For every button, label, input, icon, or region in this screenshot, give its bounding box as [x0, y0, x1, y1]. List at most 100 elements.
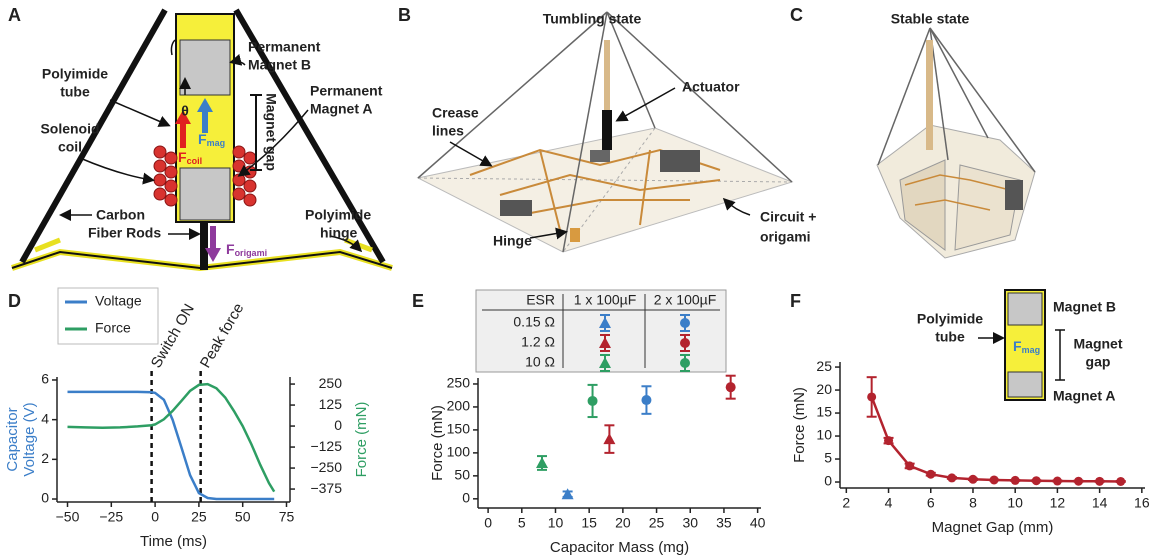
- diagram-a: Permanent Magnet B Polyimide tube θ Perm…: [12, 10, 392, 270]
- label: origami: [760, 229, 811, 245]
- table-header: 2 x 100µF: [654, 292, 717, 308]
- subscript: coil: [187, 156, 203, 166]
- x-tick-label: 75: [279, 509, 295, 525]
- label: Polyimide: [42, 66, 108, 82]
- panel-label: B: [398, 5, 411, 25]
- label: Magnet A: [310, 101, 372, 117]
- label: Permanent: [248, 39, 321, 55]
- legend-label: Force: [95, 320, 131, 336]
- x-tick-label: 14: [1092, 495, 1108, 511]
- table-header: ESR: [526, 292, 555, 308]
- point: [1074, 477, 1083, 486]
- x-tick-label: 40: [750, 515, 766, 531]
- y2-tick-label: −375: [310, 480, 342, 496]
- y2-tick-label: 250: [319, 375, 343, 391]
- y-tick-label: 100: [447, 444, 471, 460]
- arrow: [725, 200, 750, 215]
- actuator: [602, 110, 612, 150]
- y-tick-label: 25: [816, 358, 832, 374]
- x-axis-label: Capacitor Mass (mg): [550, 539, 689, 556]
- point: [867, 392, 876, 401]
- x-tick-label: 8: [969, 495, 977, 511]
- table-header: 1 x 100µF: [574, 292, 637, 308]
- label: Magnet gap: [263, 93, 279, 171]
- point: [603, 433, 615, 444]
- component: [1005, 180, 1023, 210]
- point: [1032, 476, 1041, 485]
- x-tick-label: 2: [842, 495, 850, 511]
- y-tick-label: 15: [816, 404, 832, 420]
- x-tick-label: 0: [484, 515, 492, 531]
- point: [1095, 477, 1104, 486]
- label: θ: [181, 103, 189, 119]
- tube: [604, 40, 610, 110]
- y-tick-label: 4: [41, 410, 49, 426]
- label: Circuit +: [760, 209, 816, 225]
- point: [641, 395, 651, 405]
- arrow: [80, 158, 152, 180]
- label: Carbon: [96, 207, 145, 223]
- panel-label: E: [412, 291, 424, 311]
- component: [500, 200, 532, 216]
- x-tick-label: 25: [649, 515, 665, 531]
- series-line: [68, 392, 275, 499]
- annotation-label: Peak force: [197, 300, 248, 371]
- label: hinge: [320, 225, 358, 241]
- y-tick-label: 0: [462, 490, 470, 506]
- arrow: [450, 142, 490, 165]
- angle-arc: [171, 40, 175, 55]
- y-tick-label: 200: [447, 398, 471, 414]
- x-tick-label: 50: [235, 509, 251, 525]
- point: [990, 475, 999, 484]
- x-tick-label: 20: [615, 515, 631, 531]
- hinge: [570, 228, 580, 242]
- label: gap: [1086, 354, 1111, 370]
- x-tick-label: −25: [99, 509, 123, 525]
- y-tick-label: 150: [447, 421, 471, 437]
- label: Actuator: [682, 79, 740, 95]
- label: Magnet B: [248, 57, 311, 73]
- point: [588, 396, 598, 406]
- y2-tick-label: −250: [310, 459, 342, 475]
- label: coil: [58, 139, 82, 155]
- title: Stable state: [891, 11, 970, 27]
- table-row-label: 1.2 Ω: [521, 334, 555, 350]
- table-row-label: 0.15 Ω: [513, 314, 555, 330]
- x-tick-label: 0: [151, 509, 159, 525]
- inset-diagram: Magnet B Polyimide tube Fmag Magnet gap …: [917, 290, 1123, 404]
- label: Magnet B: [1053, 299, 1116, 315]
- y-tick-label: 250: [447, 375, 471, 391]
- magnet-b: [180, 40, 230, 95]
- y-tick-label: 20: [816, 381, 832, 397]
- y-tick-label: 6: [41, 371, 49, 387]
- label: Hinge: [493, 233, 532, 249]
- diagram-c: Stable state: [877, 11, 1035, 258]
- label: lines: [432, 123, 464, 139]
- x-tick-label: 16: [1134, 495, 1150, 511]
- arrow: [618, 88, 675, 120]
- point: [1011, 476, 1020, 485]
- x-axis-label: Time (ms): [140, 533, 207, 550]
- y-axis-label: Voltage (V): [21, 402, 38, 476]
- y2-axis-label: Force (mN): [353, 402, 370, 478]
- label: Permanent: [310, 83, 383, 99]
- point: [947, 473, 956, 482]
- point: [926, 470, 935, 479]
- x-tick-label: 10: [1007, 495, 1023, 511]
- x-tick-label: −50: [56, 509, 80, 525]
- label: tube: [60, 84, 90, 100]
- y-tick-label: 5: [824, 450, 832, 466]
- label: Fiber Rods: [88, 225, 161, 241]
- label: Solenoid: [40, 121, 99, 137]
- center-rod: [200, 222, 208, 270]
- arrow: [110, 100, 168, 125]
- label: Forigami: [226, 241, 267, 259]
- point: [884, 436, 893, 445]
- x-tick-label: 6: [927, 495, 935, 511]
- x-tick-label: 30: [682, 515, 698, 531]
- y-tick-label: 10: [816, 427, 832, 443]
- magnet-a: [180, 168, 230, 220]
- label: Polyimide: [305, 207, 371, 223]
- label: Magnet A: [1053, 388, 1115, 404]
- point: [968, 475, 977, 484]
